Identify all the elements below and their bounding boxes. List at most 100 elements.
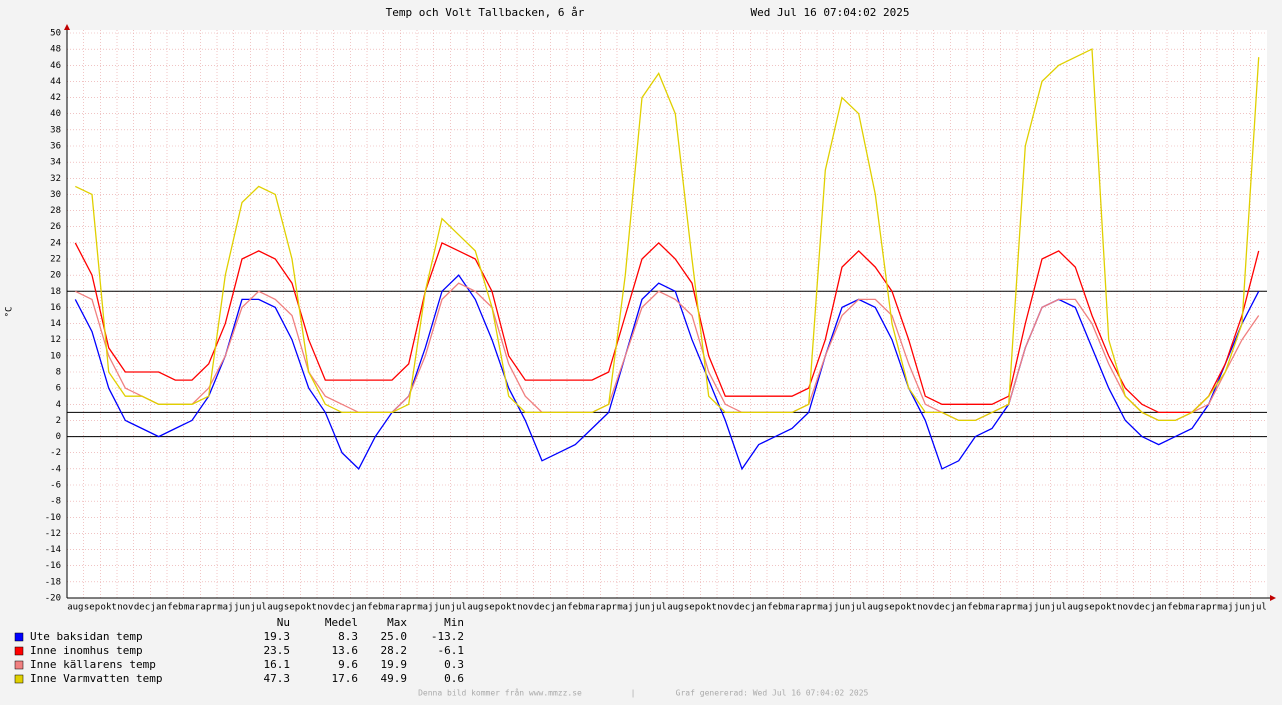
x-tick-label: maj [417,603,433,613]
x-tick-label: jul [1251,603,1267,613]
x-tick-label: okt [701,603,717,613]
chart-subtitle: Wed Jul 16 07:04:02 2025 [751,6,910,19]
x-tick-label: feb [767,603,783,613]
legend-header: Max [387,616,407,629]
x-tick-label: jul [451,603,467,613]
x-tick-label: apr [601,603,618,613]
x-tick-label: jan [151,603,167,613]
y-tick-label: 46 [50,61,61,71]
x-tick-label: feb [167,603,183,613]
y-tick-label: 12 [50,335,61,345]
legend-swatch [14,660,24,670]
x-tick-label: mar [984,603,1001,613]
x-tick-label: aug [867,603,883,613]
x-tick-label: apr [1201,603,1218,613]
y-tick-label: 8 [56,368,61,378]
legend-stat: 19.9 [381,658,408,671]
legend-stat: 23.5 [264,644,291,657]
y-tick-label: -6 [50,481,61,491]
x-tick-label: aug [67,603,83,613]
y-tick-label: -20 [45,594,61,604]
footer-text: | [631,689,636,698]
x-tick-label: apr [401,603,418,613]
x-tick-label: dec [1134,603,1150,613]
x-tick-label: maj [217,603,233,613]
y-tick-label: 22 [50,255,61,265]
legend-stat: 28.2 [381,644,408,657]
x-tick-label: jun [434,603,450,613]
x-tick-label: maj [1217,603,1233,613]
x-tick-label: feb [967,603,983,613]
legend-swatch [14,632,24,642]
x-tick-label: nov [117,603,133,613]
x-tick-label: okt [1101,603,1117,613]
y-tick-label: 44 [50,77,61,87]
legend-stat: 16.1 [264,658,291,671]
legend-label: Inne Varmvatten temp [30,672,162,685]
x-tick-label: dec [134,603,150,613]
x-tick-label: okt [901,603,917,613]
x-tick-label: jan [551,603,567,613]
y-tick-label: 50 [50,29,61,39]
x-tick-label: jun [634,603,650,613]
series-line [75,282,1260,422]
x-arrow [1270,595,1276,601]
x-tick-label: jun [234,603,250,613]
x-tick-label: maj [617,603,633,613]
legend-stat: 49.9 [381,672,408,685]
x-tick-label: dec [734,603,750,613]
x-tick-label: mar [784,603,801,613]
plot-area [67,30,1267,598]
x-tick-label: nov [917,603,933,613]
y-tick-label: -4 [50,464,61,474]
legend-header: Medel [325,616,358,629]
y-axis-label: °C [5,307,15,318]
x-tick-label: nov [1117,603,1133,613]
x-tick-label: jan [951,603,967,613]
x-tick-label: sep [484,603,500,613]
y-tick-label: -8 [50,497,61,507]
x-tick-label: mar [384,603,401,613]
x-tick-label: nov [317,603,333,613]
x-tick-label: nov [517,603,533,613]
legend-stat: 25.0 [381,630,408,643]
y-tick-label: 30 [50,190,61,200]
y-tick-label: -14 [45,545,61,555]
y-tick-label: 0 [56,432,61,442]
x-tick-label: dec [934,603,950,613]
series-line [75,48,1260,422]
y-tick-label: 14 [50,319,61,329]
y-tick-label: 36 [50,142,61,152]
legend-swatch [14,646,24,656]
x-tick-label: sep [84,603,100,613]
y-tick-label: 38 [50,125,61,135]
x-tick-label: jul [851,603,867,613]
legend-stat: 9.6 [338,658,358,671]
legend-stat: 0.3 [444,658,464,671]
x-tick-label: jul [651,603,667,613]
x-tick-label: sep [284,603,300,613]
x-tick-label: sep [684,603,700,613]
y-tick-label: 2 [56,416,61,426]
y-tick-label: -10 [45,513,61,523]
x-tick-label: dec [334,603,350,613]
y-tick-label: 6 [56,384,61,394]
y-tick-label: 34 [50,158,61,168]
x-tick-label: feb [1167,603,1183,613]
legend-stat: -6.1 [438,644,465,657]
y-tick-label: 24 [50,238,61,248]
x-tick-label: feb [567,603,583,613]
legend-label: Ute baksidan temp [30,630,143,643]
footer-text: Graf genererad: Wed Jul 16 07:04:02 2025 [676,689,869,698]
x-tick-label: jan [351,603,367,613]
y-tick-label: 26 [50,222,61,232]
series-line [74,274,1260,471]
x-tick-label: jun [834,603,850,613]
series-line [74,241,1260,414]
y-tick-label: 20 [50,271,61,281]
x-tick-label: dec [534,603,550,613]
x-tick-label: jan [751,603,767,613]
legend-label: Inne inomhus temp [30,644,143,657]
y-tick-label: 48 [50,45,61,55]
